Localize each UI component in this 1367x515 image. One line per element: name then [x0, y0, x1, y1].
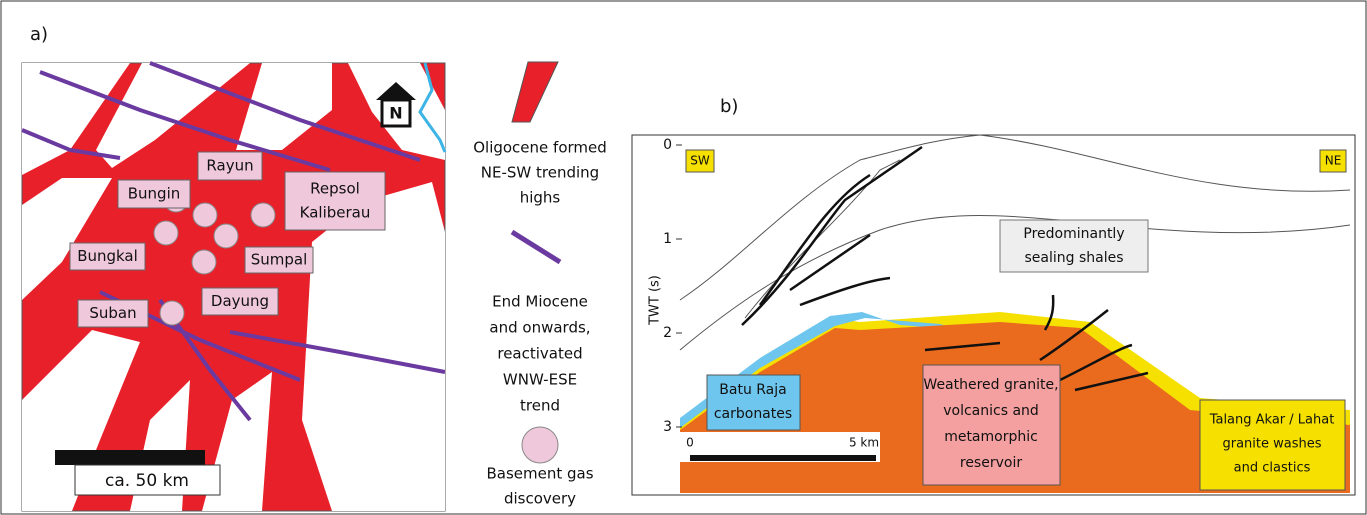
field-label: Kaliberau — [300, 204, 371, 222]
gas-discovery — [160, 301, 184, 325]
gas-discovery — [193, 203, 217, 227]
field-label: Repsol — [310, 180, 360, 198]
legend-text: Basement gas — [486, 465, 593, 483]
field-label: Rayun — [206, 157, 253, 175]
legend-text: and onwards, — [489, 319, 590, 337]
legend-text: End Miocene — [492, 293, 588, 311]
unit-label: metamorphic — [944, 429, 1038, 445]
unit-label: and clastics — [1234, 461, 1311, 476]
panel-label: b) — [720, 96, 738, 117]
field-label: Bungkal — [77, 247, 138, 265]
unit-label: granite washes — [1222, 437, 1321, 452]
legend-text: trend — [520, 397, 560, 415]
tick-label: 3 — [663, 419, 672, 435]
end-label: SW — [690, 154, 710, 168]
legend-text: Oligocene formed — [473, 139, 607, 157]
gas-discovery — [154, 221, 178, 245]
unit-label: Predominantly — [1023, 226, 1124, 242]
field-label: Suban — [89, 304, 136, 322]
unit-label: volcanics and — [943, 403, 1039, 419]
field-label: Bungin — [128, 185, 181, 203]
gas-discovery — [251, 203, 275, 227]
figure: a) b) Nca. 50 km Bungin Rayun Repsol Kaliberau… — [0, 0, 1367, 515]
unit-label: Weathered granite, — [923, 377, 1058, 393]
unit-label: reservoir — [960, 455, 1022, 471]
field-label: Sumpal — [251, 251, 308, 269]
panel-label: a) — [30, 24, 48, 45]
scale-bar-label: ca. 50 km — [105, 471, 189, 491]
field-label: Dayung — [211, 292, 269, 310]
unit-label: carbonates — [714, 406, 792, 422]
unit-label: Talang Akar / Lahat — [1209, 413, 1335, 428]
legend-text: WNW-ESE — [503, 371, 577, 389]
gas-discovery — [214, 224, 238, 248]
unit-label: sealing shales — [1024, 250, 1123, 266]
map — [22, 63, 445, 511]
legend-text: discovery — [504, 490, 576, 508]
north-arrow-label: N — [389, 104, 402, 123]
scale-label: 5 km — [849, 436, 879, 450]
legend-text: NE-SW trending — [481, 164, 599, 182]
legend-text: highs — [520, 189, 561, 207]
end-label: NE — [1325, 154, 1342, 168]
tick-label: 0 — [663, 137, 672, 153]
axis-title: TWT (s) — [648, 275, 663, 326]
tick-label: 2 — [663, 325, 672, 341]
gas-discovery — [192, 250, 216, 274]
scale-label: 0 — [686, 436, 694, 450]
tick-label: 1 — [663, 231, 672, 247]
unit-label: Batu Raja — [719, 382, 786, 398]
legend-text: reactivated — [497, 345, 582, 363]
